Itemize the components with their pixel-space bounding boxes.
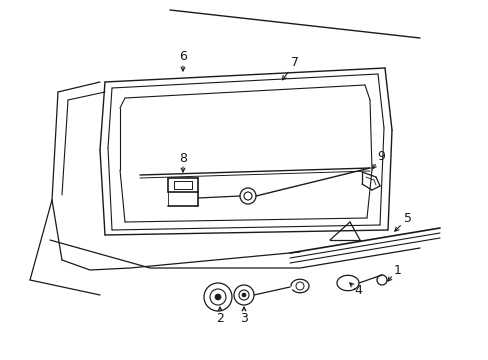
Circle shape xyxy=(242,293,245,297)
Text: 7: 7 xyxy=(290,57,298,69)
Text: 1: 1 xyxy=(393,264,401,276)
Text: 3: 3 xyxy=(240,311,247,324)
Circle shape xyxy=(215,294,221,300)
Text: 9: 9 xyxy=(376,150,384,163)
Text: 6: 6 xyxy=(179,50,186,63)
Text: 5: 5 xyxy=(403,211,411,225)
Text: 8: 8 xyxy=(179,152,186,165)
Text: 2: 2 xyxy=(216,311,224,324)
Text: 4: 4 xyxy=(353,284,361,297)
